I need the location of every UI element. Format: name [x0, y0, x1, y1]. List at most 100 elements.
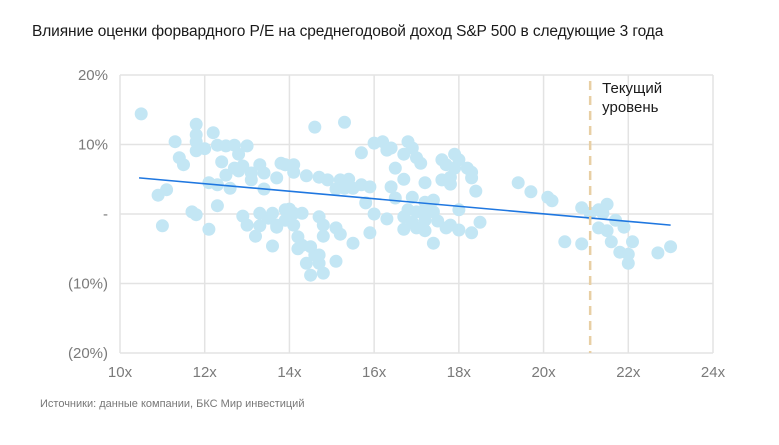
data-point: [316, 266, 330, 280]
data-point: [380, 212, 394, 226]
data-point: [367, 207, 381, 221]
source-note: Источники: данные компании, БКС Мир инве…: [40, 398, 305, 410]
data-point: [397, 147, 411, 161]
data-point: [664, 240, 678, 254]
data-point: [287, 218, 301, 232]
x-tick-label: 22x: [616, 364, 641, 381]
x-tick-label: 12x: [193, 364, 218, 381]
x-tick-label: 16x: [362, 364, 387, 381]
data-point: [177, 158, 190, 172]
data-point: [397, 172, 411, 186]
data-point: [363, 226, 377, 240]
data-point: [388, 191, 402, 205]
data-point: [223, 181, 237, 195]
data-point: [287, 165, 301, 179]
x-axis-ticks: 10x 12x 14x 16x 18x 20x 22x 24x: [108, 364, 726, 381]
y-tick-label: (20%): [68, 345, 108, 362]
data-point: [168, 135, 182, 149]
data-point: [155, 219, 169, 233]
data-point: [363, 180, 377, 194]
data-point: [465, 171, 479, 185]
data-point: [232, 147, 246, 161]
data-point: [621, 247, 635, 261]
current-level-label-line2: уровень: [602, 99, 658, 116]
data-point: [189, 117, 203, 131]
data-point: [240, 139, 254, 153]
data-point: [354, 146, 368, 160]
data-point: [414, 156, 428, 170]
y-tick-label: 20%: [78, 67, 108, 84]
data-point: [596, 206, 610, 220]
data-point: [189, 208, 203, 222]
data-points: [134, 107, 678, 282]
data-point: [312, 256, 326, 270]
data-point: [443, 177, 457, 191]
y-tick-label: 10%: [78, 137, 108, 154]
data-point: [257, 166, 271, 180]
data-point: [384, 180, 398, 194]
data-point: [249, 229, 262, 243]
x-tick-label: 20x: [531, 364, 556, 381]
data-point: [202, 222, 216, 236]
data-point: [299, 256, 313, 270]
data-point: [316, 229, 330, 243]
data-point: [333, 227, 347, 241]
data-point: [198, 142, 212, 156]
data-point: [558, 235, 572, 249]
data-point: [321, 173, 335, 187]
data-point: [210, 199, 224, 213]
data-point: [316, 218, 330, 232]
data-point: [651, 246, 665, 260]
data-point: [397, 222, 411, 236]
data-point: [452, 223, 466, 237]
data-point: [206, 126, 220, 140]
y-axis-ticks: 20% 10% - (10%) (20%): [68, 67, 108, 362]
data-point: [418, 213, 432, 227]
data-point: [465, 226, 479, 240]
current-level-label-line1: Текущий: [602, 80, 662, 97]
data-point: [545, 194, 559, 208]
data-point: [266, 206, 279, 220]
data-point: [384, 141, 398, 155]
data-point: [359, 196, 373, 210]
data-point: [426, 236, 440, 250]
data-point: [240, 218, 254, 232]
y-tick-label: (10%): [68, 276, 108, 293]
y-tick-label: -: [103, 206, 108, 223]
data-point: [134, 107, 148, 121]
data-point: [304, 268, 318, 282]
data-point: [473, 215, 487, 229]
data-point: [621, 256, 635, 270]
data-point: [266, 239, 279, 253]
data-point: [469, 184, 483, 198]
data-point: [151, 188, 165, 202]
data-point: [329, 254, 343, 268]
data-point: [388, 161, 402, 175]
data-point: [524, 185, 538, 199]
data-point: [600, 224, 614, 238]
data-point: [253, 219, 267, 233]
trend-line: [138, 177, 671, 226]
data-point: [270, 171, 284, 185]
x-tick-label: 18x: [447, 364, 472, 381]
data-point: [418, 176, 432, 190]
x-tick-label: 14x: [277, 364, 302, 381]
data-point: [215, 155, 229, 169]
data-point: [626, 235, 639, 249]
chart-title: Влияние оценки форвардного P/E на средне…: [32, 23, 664, 40]
data-point: [346, 236, 360, 250]
data-point: [617, 220, 631, 234]
data-point: [295, 206, 309, 220]
data-point: [338, 115, 351, 129]
data-point: [575, 237, 589, 251]
data-point: [244, 173, 258, 187]
data-point: [299, 169, 313, 183]
data-point: [511, 176, 525, 190]
data-point: [291, 242, 305, 256]
data-point: [418, 224, 432, 238]
x-tick-label: 24x: [701, 364, 726, 381]
x-tick-label: 10x: [108, 364, 133, 381]
data-point: [604, 235, 618, 249]
data-point: [405, 190, 419, 204]
